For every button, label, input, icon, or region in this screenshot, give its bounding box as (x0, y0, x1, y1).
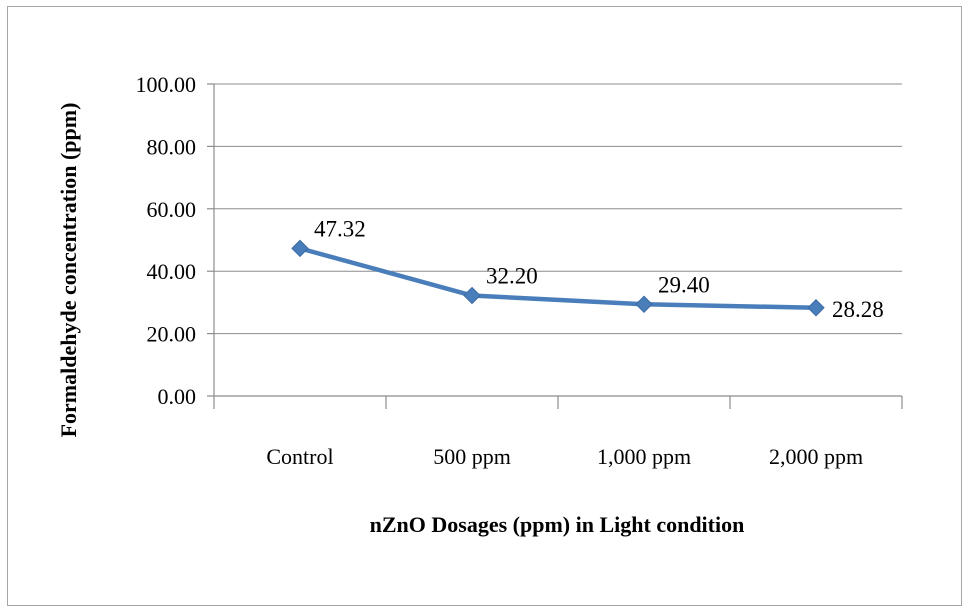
x-tick-label: 2,000 ppm (769, 444, 863, 469)
series-line (297, 246, 819, 311)
diamond-icon (463, 286, 481, 305)
x-tick-labels: Control 500 ppm 1,000 ppm 2,000 ppm (266, 444, 863, 469)
gridlines (214, 83, 902, 335)
y-tick-label: 80.00 (147, 134, 197, 159)
x-tick-label: 1,000 ppm (597, 444, 691, 469)
data-label: 28.28 (832, 297, 884, 322)
diamond-icon (807, 299, 825, 317)
x-tick-label: Control (266, 444, 333, 469)
diamond-icon (635, 295, 653, 313)
x-tick-label: 500 ppm (433, 444, 511, 469)
diamond-icon (291, 239, 309, 258)
y-axis-title: Formaldehyde concentration (ppm) (56, 103, 81, 438)
axes (207, 83, 903, 409)
data-labels: 47.32 32.20 29.40 28.28 (314, 216, 884, 321)
y-tick-labels: 0.00 20.00 40.00 60.00 80.00 100.00 (136, 72, 197, 409)
data-label: 29.40 (658, 272, 710, 297)
y-tick-label: 0.00 (158, 384, 197, 409)
y-tick-label: 100.00 (136, 72, 197, 97)
y-tick-label: 40.00 (147, 259, 197, 284)
series (291, 239, 825, 317)
data-label: 47.32 (314, 216, 366, 241)
y-tick-label: 60.00 (147, 197, 197, 222)
data-label: 32.20 (486, 264, 538, 289)
x-axis-title: nZnO Dosages (ppm) in Light condition (370, 512, 745, 537)
y-tick-label: 20.00 (147, 322, 197, 347)
